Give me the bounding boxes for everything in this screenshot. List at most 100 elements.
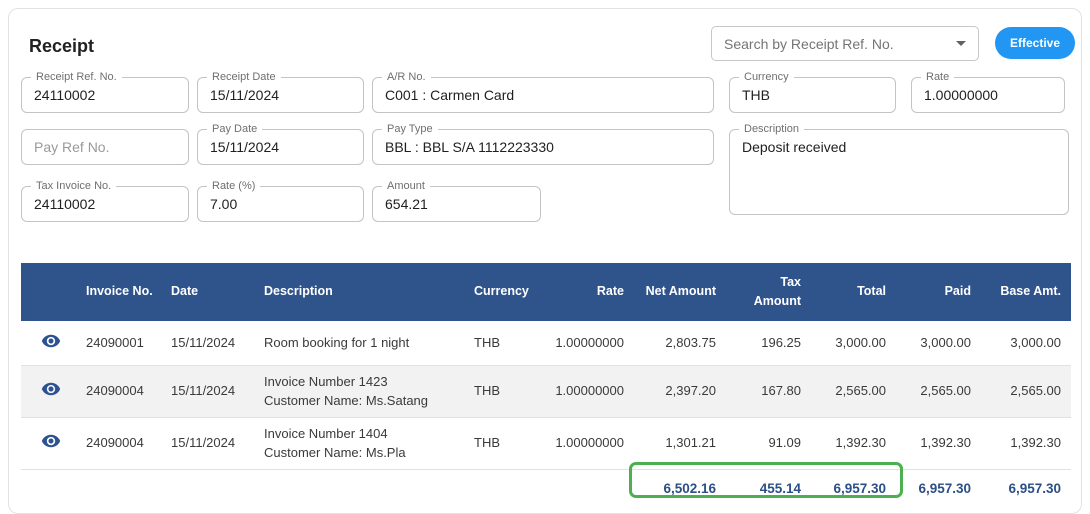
rate-cell: 1.00000000 <box>539 365 634 418</box>
currency-cell: THB <box>464 365 539 418</box>
receipt-ref-no-label: Receipt Ref. No. <box>31 70 122 84</box>
amount-value: 654.21 <box>385 196 428 212</box>
rate-cell: 1.00000000 <box>539 321 634 366</box>
eye-icon[interactable] <box>40 378 62 400</box>
net-amount-cell: 1,301.21 <box>634 417 726 470</box>
column-header: Description <box>259 263 464 321</box>
pay-type-value: BBL : BBL S/A 1112223330 <box>385 139 554 155</box>
tax-invoice-no-field[interactable]: Tax Invoice No. 24110002 <box>21 179 189 222</box>
invoice-no-cell: 24090004 <box>81 417 166 470</box>
column-header: Paid <box>896 263 981 321</box>
totals-total: 6,957.30 <box>833 480 886 496</box>
total-cell: 1,392.30 <box>811 417 896 470</box>
receipt-date-value: 15/11/2024 <box>210 87 280 103</box>
invoice-table: Invoice No. Date Description Currency Rate Ne… <box>21 263 1071 507</box>
pay-date-label: Pay Date <box>207 122 263 136</box>
column-header: Total <box>811 263 896 321</box>
rate-percent-value: 7.00 <box>210 196 238 212</box>
pay-date-value: 15/11/2024 <box>210 139 280 155</box>
table-header-row: Invoice No. Date Description Currency Rate Ne… <box>21 263 1071 321</box>
receipt-date-label: Receipt Date <box>207 70 281 84</box>
totals-row: 6,502.16 455.14 6,957.30 6,957.30 6,957.… <box>21 469 1071 507</box>
search-receipt-dropdown[interactable]: Search by Receipt Ref. No. <box>711 26 979 61</box>
ar-no-label: A/R No. <box>382 70 431 84</box>
paid-cell: 2,565.00 <box>896 365 981 418</box>
tax-invoice-no-value: 24110002 <box>34 196 96 212</box>
currency-cell: THB <box>464 321 539 366</box>
column-header: Base Amt. <box>981 263 1071 321</box>
rate-value: 1.00000000 <box>924 87 998 103</box>
chevron-down-icon <box>956 41 966 46</box>
description-label: Description <box>739 122 805 136</box>
amount-label: Amount <box>382 179 430 193</box>
net-amount-cell: 2,803.75 <box>634 321 726 366</box>
totals-net-amount: 6,502.16 <box>663 480 716 496</box>
column-header <box>21 263 81 321</box>
column-header: Date <box>166 263 259 321</box>
invoice-no-cell: 24090001 <box>81 321 166 366</box>
totals-tax-amount: 455.14 <box>759 480 801 496</box>
date-cell: 15/11/2024 <box>166 417 259 470</box>
column-header: Tax Amount <box>726 263 811 321</box>
total-cell: 3,000.00 <box>811 321 896 366</box>
currency-value: THB <box>742 87 770 103</box>
amount-field[interactable]: Amount 654.21 <box>372 179 541 222</box>
tax-amount-cell: 167.80 <box>726 365 811 418</box>
view-invoice-cell <box>21 365 81 418</box>
date-cell: 15/11/2024 <box>166 365 259 418</box>
total-cell: 2,565.00 <box>811 365 896 418</box>
paid-cell: 1,392.30 <box>896 417 981 470</box>
description-cell: Invoice Number 1423 Customer Name: Ms.Sat… <box>259 365 464 418</box>
currency-label: Currency <box>739 70 794 84</box>
currency-cell: THB <box>464 417 539 470</box>
base-amt-cell: 3,000.00 <box>981 321 1071 366</box>
table-row: 24090004 15/11/2024 Invoice Number 1404 Cus… <box>21 417 1071 470</box>
description-cell: Room booking for 1 night <box>259 321 464 366</box>
base-amt-cell: 1,392.30 <box>981 417 1071 470</box>
search-dropdown-placeholder: Search by Receipt Ref. No. <box>724 35 894 52</box>
rate-field[interactable]: Rate 1.00000000 <box>911 70 1065 113</box>
page-title: Receipt <box>29 36 95 56</box>
base-amt-cell: 2,565.00 <box>981 365 1071 418</box>
tax-amount-cell: 91.09 <box>726 417 811 470</box>
currency-field[interactable]: Currency THB <box>729 70 896 113</box>
pay-ref-no-placeholder: Pay Ref No. <box>34 139 110 155</box>
rate-label: Rate <box>921 70 955 84</box>
tax-invoice-no-label: Tax Invoice No. <box>31 179 117 193</box>
column-header: Rate <box>539 263 634 321</box>
eye-icon[interactable] <box>40 430 62 452</box>
table-row: 24090004 15/11/2024 Invoice Number 1423 Cus… <box>21 365 1071 418</box>
effective-button[interactable]: Effective <box>995 27 1076 59</box>
receipt-ref-no-value: 24110002 <box>34 87 96 103</box>
net-amount-cell: 2,397.20 <box>634 365 726 418</box>
view-invoice-cell <box>21 321 81 366</box>
receipt-date-field[interactable]: Receipt Date 15/11/2024 <box>197 70 364 113</box>
column-header: Currency <box>464 263 539 321</box>
pay-type-field[interactable]: Pay Type BBL : BBL S/A 1112223330 <box>372 122 714 165</box>
eye-icon[interactable] <box>40 330 62 352</box>
description-cell: Invoice Number 1404 Customer Name: Ms.Pla <box>259 417 464 470</box>
pay-type-label: Pay Type <box>382 122 438 136</box>
rate-percent-label: Rate (%) <box>207 179 261 193</box>
view-invoice-cell <box>21 417 81 470</box>
table-row: 24090001 15/11/2024 Room booking for 1 nig… <box>21 321 1071 366</box>
pay-date-field[interactable]: Pay Date 15/11/2024 <box>197 122 364 165</box>
description-field[interactable]: Description Deposit received <box>729 122 1069 215</box>
rate-percent-field[interactable]: Rate (%) 7.00 <box>197 179 364 222</box>
date-cell: 15/11/2024 <box>166 321 259 366</box>
invoice-table-body: 24090001 15/11/2024 Room booking for 1 nig… <box>21 321 1071 470</box>
pay-ref-no-field[interactable]: Pay Ref No. <box>21 129 189 165</box>
column-header: Net Amount <box>634 263 726 321</box>
ar-no-field[interactable]: A/R No. C001 : Carmen Card <box>372 70 714 113</box>
tax-amount-cell: 196.25 <box>726 321 811 366</box>
receipt-card: Receipt Search by Receipt Ref. No. Effec… <box>8 8 1082 514</box>
ar-no-value: C001 : Carmen Card <box>385 87 515 103</box>
invoice-no-cell: 24090004 <box>81 365 166 418</box>
rate-cell: 1.00000000 <box>539 417 634 470</box>
receipt-ref-no-field[interactable]: Receipt Ref. No. 24110002 <box>21 70 189 113</box>
description-value: Deposit received <box>742 139 847 155</box>
totals-paid: 6,957.30 <box>918 480 971 496</box>
column-header: Invoice No. <box>81 263 166 321</box>
totals-base-amt: 6,957.30 <box>1008 480 1061 496</box>
paid-cell: 3,000.00 <box>896 321 981 366</box>
